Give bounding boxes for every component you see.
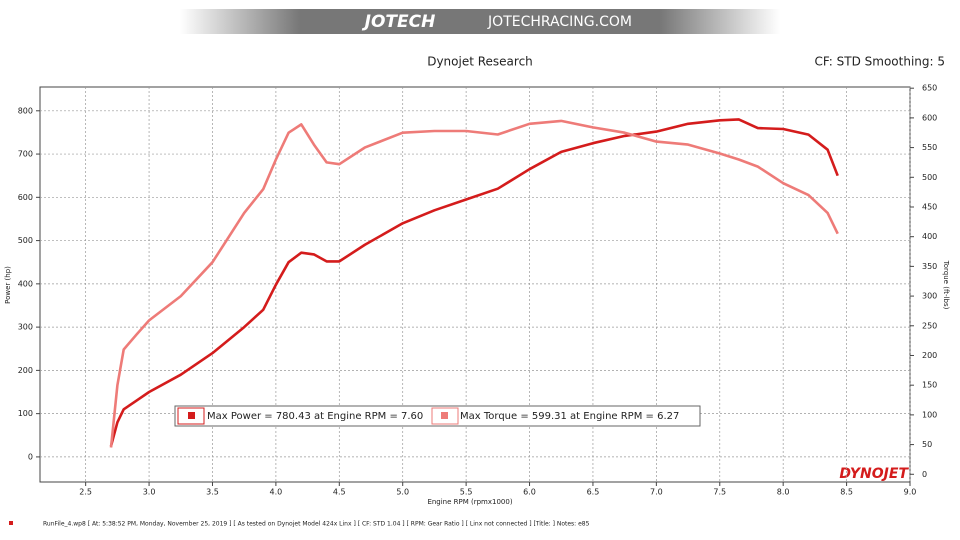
y2-tick-label: 450: [922, 202, 937, 211]
y2-tick-label: 250: [922, 321, 937, 330]
x-tick-label: 6.5: [587, 488, 600, 497]
x-axis-label: Engine RPM (rpmx1000): [427, 498, 512, 506]
y-tick-label: 200: [18, 366, 33, 375]
annotation: Max Torque = 599.31 at Engine RPM = 6.27: [460, 411, 679, 422]
line-series: [109, 119, 839, 448]
y-tick-label: 600: [18, 193, 33, 202]
y-axis-label: Power (hp): [4, 266, 12, 304]
banner: [180, 9, 780, 34]
y-tick-label: 500: [18, 236, 33, 245]
x-tick-label: 4.0: [270, 488, 283, 497]
legend-frame: [177, 407, 205, 425]
y2-tick-label: 650: [922, 84, 937, 93]
legend-marker: [188, 412, 195, 419]
y-tick-label: 100: [18, 409, 33, 418]
x-tick-label: 7.5: [713, 488, 726, 497]
x-tick-label: 5.0: [396, 488, 409, 497]
line-series: [109, 118, 839, 447]
y2-tick-label: 550: [922, 143, 937, 152]
y-tick-label: 300: [18, 323, 33, 332]
x-tick-label: 4.5: [333, 488, 346, 497]
y-tick-label: 400: [18, 279, 33, 288]
brand-logo: DYNOJET: [839, 466, 909, 482]
legend-marker: [441, 412, 448, 419]
y-tick-label: 0: [28, 452, 33, 461]
chart-title: Dynojet Research: [427, 55, 533, 69]
y2-tick-label: 0: [922, 470, 927, 479]
y2-tick-label: 400: [922, 232, 937, 241]
y-tick-label: 700: [18, 150, 33, 159]
y2-tick-label: 300: [922, 292, 937, 301]
y2-tick-label: 350: [922, 262, 937, 271]
footer-marker: [9, 521, 13, 525]
footer: RunFile_4.wp8 [ At: 5:38:52 PM, Monday, …: [43, 521, 590, 528]
y2-tick-label: 500: [922, 173, 937, 182]
y2-tick-label: 200: [922, 351, 937, 360]
x-tick-label: 6.0: [523, 488, 536, 497]
y2-tick-label: 50: [922, 440, 932, 449]
x-tick-label: 8.5: [840, 488, 853, 497]
x-tick-label: 3.5: [206, 488, 219, 497]
y2-axis-label: Torque (ft-lbs): [942, 260, 950, 310]
y2-tick-label: 150: [922, 381, 937, 390]
x-tick-label: 9.0: [904, 488, 917, 497]
x-tick-label: 2.5: [79, 488, 92, 497]
banner-site: JOTECHRACING.COM: [487, 14, 632, 30]
x-tick-label: 3.0: [143, 488, 156, 497]
y2-tick-label: 100: [922, 410, 937, 419]
y2-tick-label: 600: [922, 113, 937, 122]
x-tick-label: 8.0: [777, 488, 790, 497]
x-tick-label: 7.0: [650, 488, 663, 497]
banner-logo: JOTECH: [362, 12, 436, 32]
annotation: Max Power = 780.43 at Engine RPM = 7.60: [207, 411, 423, 422]
x-tick-label: 5.5: [460, 488, 473, 497]
chart-subtitle: CF: STD Smoothing: 5: [814, 55, 945, 69]
y-tick-label: 800: [18, 106, 33, 115]
